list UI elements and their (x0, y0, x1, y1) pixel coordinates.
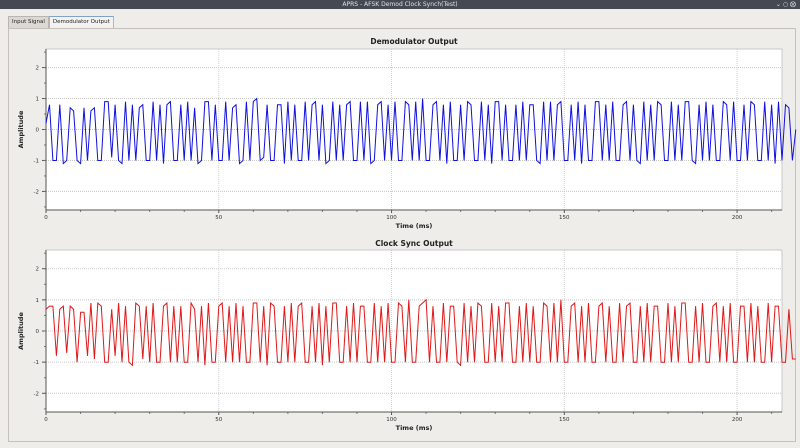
chart-1: Clock Sync Output 0 50 100 150 200 2 1 0 -1 -2 Time… (17, 239, 796, 432)
series-line (45, 97, 797, 165)
tab-demodulator-output[interactable]: Demodulator Output (48, 16, 114, 28)
x-tick-label: 150 (559, 215, 570, 221)
minimize-icon[interactable]: ⌄ (775, 1, 781, 8)
y-tick-label: 0 (36, 128, 40, 134)
y-tick-label: 2 (36, 267, 40, 273)
close-icon[interactable]: ⨂ (790, 1, 796, 8)
y-tick-label: -1 (34, 360, 39, 366)
x-axis-label: Time (ms) (396, 424, 433, 432)
y-axis-label: Amplitude (17, 312, 25, 350)
tab-bar: Input Signal Demodulator Output (8, 16, 114, 28)
x-tick-label: 150 (559, 417, 570, 423)
chart-0: Demodulator Output 0 50 100 150 200 2 1 0 -1 -2 Tim… (17, 37, 797, 230)
maximize-icon[interactable]: ○ (782, 1, 789, 8)
chart-title: Demodulator Output (370, 37, 458, 46)
y-tick-label: 1 (36, 298, 40, 304)
y-tick-label: 0 (36, 329, 40, 335)
x-tick-label: 100 (386, 215, 397, 221)
series-line (45, 298, 796, 367)
x-tick-label: 50 (215, 215, 222, 221)
x-tick-label: 0 (44, 215, 48, 221)
chart-title: Clock Sync Output (375, 239, 453, 248)
x-tick-label: 0 (44, 417, 48, 423)
x-tick-label: 200 (732, 417, 743, 423)
x-axis-label: Time (ms) (396, 222, 433, 230)
window-titlebar: APRS - AFSK Demod Clock Synch(Test) ⌄ ○ … (0, 0, 800, 9)
window-title: APRS - AFSK Demod Clock Synch(Test) (342, 1, 458, 8)
tab-input-signal[interactable]: Input Signal (8, 16, 49, 28)
y-axis-label: Amplitude (17, 110, 25, 148)
y-tick-label: 2 (36, 66, 40, 72)
y-tick-label: -2 (34, 189, 39, 195)
x-tick-label: 200 (732, 215, 743, 221)
y-tick-label: -2 (34, 391, 39, 397)
x-tick-label: 50 (215, 417, 222, 423)
y-tick-label: -1 (34, 158, 39, 164)
y-tick-label: 1 (36, 97, 40, 103)
x-tick-label: 100 (386, 417, 397, 423)
